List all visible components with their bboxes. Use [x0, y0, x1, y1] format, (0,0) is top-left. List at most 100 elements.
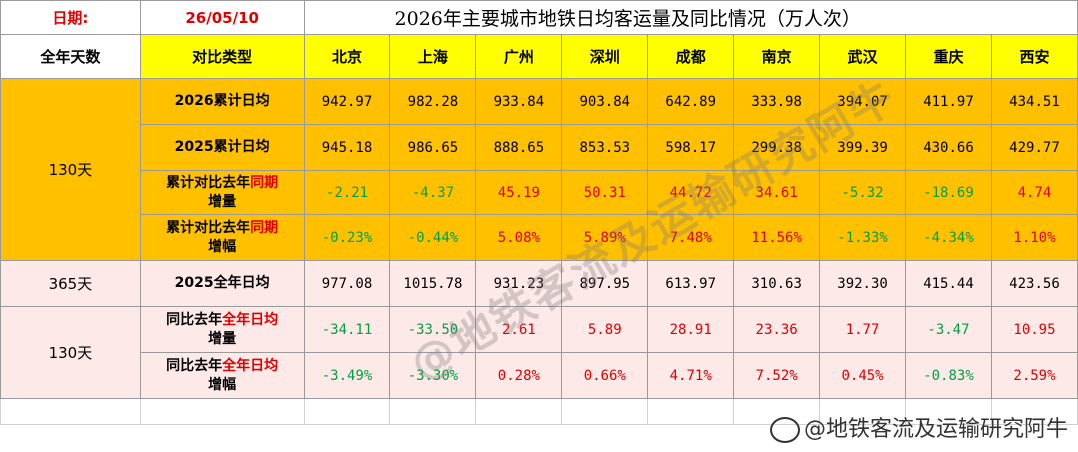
table-row: 累计对比去年同期 增幅 -0.23% -0.44% 5.08% 5.89% 7.…	[0, 214, 1078, 261]
credit: @地铁客流及运输研究阿牛	[769, 411, 1068, 443]
days-cell: 130天	[0, 306, 141, 399]
value-cell: 399.39	[819, 124, 907, 171]
value-cell: 986.65	[389, 124, 477, 171]
row-label: 同比去年全年日均 增幅	[139, 352, 305, 399]
credit-text: @地铁客流及运输研究阿牛	[803, 417, 1068, 442]
row-label-part: 同比去年	[166, 311, 223, 328]
empty-row	[0, 398, 1078, 425]
value-cell: 977.08	[303, 260, 391, 307]
value-cell: -2.21	[303, 170, 391, 215]
header-city: 广州	[475, 34, 563, 79]
value-cell: -0.44%	[389, 214, 477, 261]
row-label: 同比去年全年日均 增量	[139, 306, 305, 353]
title-row: 日期: 26/05/10 2026年主要城市地铁日均客运量及同比情况（万人次）	[0, 0, 1078, 35]
metro-ridership-table: 日期: 26/05/10 2026年主要城市地铁日均客运量及同比情况（万人次） …	[0, 0, 1078, 425]
value-cell: 23.36	[733, 306, 821, 353]
value-cell: 434.51	[990, 78, 1078, 125]
row-label-highlight: 全年日均	[222, 357, 279, 374]
row-label-part: 增幅	[208, 376, 237, 393]
value-cell: 903.84	[561, 78, 649, 125]
value-cell: 423.56	[990, 260, 1078, 307]
value-cell: 931.23	[475, 260, 563, 307]
value-cell: 4.71%	[647, 352, 735, 399]
value-cell: 7.48%	[647, 214, 735, 261]
header-city: 深圳	[561, 34, 649, 79]
value-cell: 4.74	[990, 170, 1078, 215]
row-label-part: 同比去年	[166, 357, 223, 374]
value-cell: 415.44	[905, 260, 992, 307]
header-city: 武汉	[819, 34, 907, 79]
header-city: 上海	[389, 34, 477, 79]
table-row: 累计对比去年同期 增量 -2.21 -4.37 45.19 50.31 44.7…	[0, 170, 1078, 215]
value-cell: 1.10%	[990, 214, 1078, 261]
value-cell: 853.53	[561, 124, 649, 171]
value-cell: 429.77	[990, 124, 1078, 171]
value-cell: 50.31	[561, 170, 649, 215]
value-cell: -0.83%	[905, 352, 992, 399]
value-cell: -34.11	[303, 306, 391, 353]
value-cell: -3.47	[905, 306, 992, 353]
value-cell: 0.28%	[475, 352, 563, 399]
value-cell: 333.98	[733, 78, 821, 125]
table-row: 365天 2025全年日均 977.08 1015.78 931.23 897.…	[0, 260, 1078, 307]
row-label: 累计对比去年同期 增量	[139, 170, 305, 215]
value-cell: -3.49%	[303, 352, 391, 399]
value-cell: 613.97	[647, 260, 735, 307]
row-label: 累计对比去年同期 增幅	[139, 214, 305, 261]
row-label-part: 累计对比去年	[166, 219, 251, 236]
row-label-highlight: 全年日均	[222, 311, 279, 328]
value-cell: -0.23%	[303, 214, 391, 261]
days-cell: 130天	[0, 78, 141, 261]
table-row: 2025累计日均 945.18 986.65 888.65 853.53 598…	[0, 124, 1078, 171]
row-label-part: 累计对比去年	[166, 174, 251, 191]
value-cell: 5.89	[561, 306, 649, 353]
header-city: 西安	[990, 34, 1078, 79]
row-label-part: 增量	[208, 330, 237, 347]
value-cell: 310.63	[733, 260, 821, 307]
value-cell: 2.61	[475, 306, 563, 353]
table-title: 2026年主要城市地铁日均客运量及同比情况（万人次）	[303, 0, 1078, 35]
value-cell: 5.08%	[475, 214, 563, 261]
header-city: 成都	[647, 34, 735, 79]
value-cell: 888.65	[475, 124, 563, 171]
value-cell: 45.19	[475, 170, 563, 215]
value-cell: 0.45%	[819, 352, 907, 399]
value-cell: -5.32	[819, 170, 907, 215]
value-cell: 411.97	[905, 78, 992, 125]
row-label: 2026累计日均	[139, 78, 305, 125]
value-cell: -33.50	[389, 306, 477, 353]
value-cell: -18.69	[905, 170, 992, 215]
value-cell: 10.95	[990, 306, 1078, 353]
value-cell: 598.17	[647, 124, 735, 171]
header-city: 北京	[303, 34, 391, 79]
table-row: 130天 2026累计日均 942.97 982.28 933.84 903.8…	[0, 78, 1078, 261]
value-cell: 28.91	[647, 306, 735, 353]
value-cell: 1.77	[819, 306, 907, 353]
value-cell: 982.28	[389, 78, 477, 125]
header-city: 重庆	[905, 34, 992, 79]
header-city: 南京	[733, 34, 821, 79]
row-label-part: 增幅	[208, 238, 237, 255]
table-row: 130天 同比去年全年日均 增量 -34.11 -33.50 2.61 5.89…	[0, 306, 1078, 399]
value-cell: 5.89%	[561, 214, 649, 261]
value-cell: -1.33%	[819, 214, 907, 261]
value-cell: 0.66%	[561, 352, 649, 399]
weibo-icon	[769, 417, 800, 443]
value-cell: 11.56%	[733, 214, 821, 261]
days-cell: 365天	[0, 260, 141, 307]
value-cell: 394.07	[819, 78, 907, 125]
value-cell: 430.66	[905, 124, 992, 171]
value-cell: -4.37	[389, 170, 477, 215]
row-label-highlight: 同期	[250, 174, 279, 191]
value-cell: 942.97	[303, 78, 391, 125]
table-row: 同比去年全年日均 增幅 -3.49% -3.30% 0.28% 0.66% 4.…	[0, 352, 1078, 399]
value-cell: 44.72	[647, 170, 735, 215]
value-cell: 2.59%	[990, 352, 1078, 399]
value-cell: 392.30	[819, 260, 907, 307]
header-days: 全年天数	[0, 34, 141, 79]
value-cell: 34.61	[733, 170, 821, 215]
row-label-part: 增量	[208, 193, 237, 210]
date-value: 26/05/10	[139, 0, 305, 35]
header-row: 全年天数 对比类型 北京 上海 广州 深圳 成都 南京 武汉 重庆 西安	[0, 34, 1078, 79]
value-cell: 642.89	[647, 78, 735, 125]
